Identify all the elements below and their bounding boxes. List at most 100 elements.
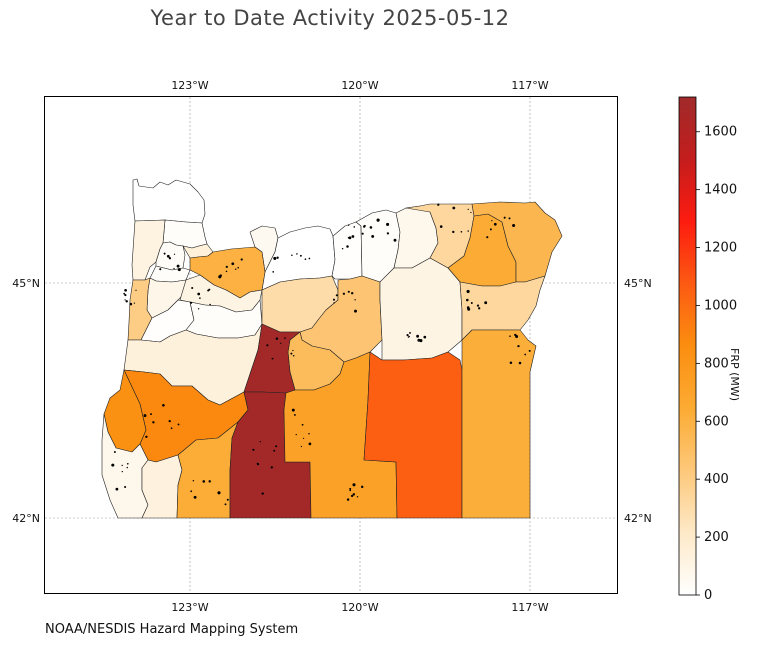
fire-detection-dot	[409, 331, 411, 334]
footer-credit: NOAA/NESDIS Hazard Mapping System	[45, 622, 299, 637]
fire-detection-dot	[518, 361, 522, 365]
fire-detection-dot	[271, 357, 274, 360]
fire-detection-dot	[280, 342, 282, 344]
fire-detection-dot	[417, 338, 421, 342]
fire-detection-dot	[259, 441, 261, 443]
bottom-lon-tick-117w: 117°W	[511, 601, 548, 614]
fire-detection-dot	[202, 480, 206, 483]
fire-detection-dot	[168, 419, 171, 423]
fire-detection-dot	[351, 292, 354, 295]
fire-detection-dot	[354, 299, 356, 301]
fire-detection-dot	[356, 496, 359, 498]
fire-detection-dot	[133, 302, 136, 304]
fire-detection-dot	[514, 333, 517, 337]
fire-detection-dot	[166, 254, 170, 258]
fire-detection-dot	[408, 335, 410, 338]
fire-detection-dot	[347, 290, 350, 293]
left-lat-tick-42n: 42°N	[12, 512, 40, 525]
fire-detection-dot	[176, 264, 180, 268]
fire-detection-dot	[386, 232, 390, 235]
fire-detection-dot	[284, 337, 286, 339]
fire-detection-dot	[226, 498, 229, 501]
fire-detection-dot	[512, 223, 516, 228]
fire-detection-dot	[208, 480, 211, 483]
fire-detection-dot	[162, 403, 165, 407]
fire-detection-dot	[416, 334, 420, 338]
top-lon-tick-117w: 117°W	[511, 79, 548, 92]
fire-detection-dot	[452, 230, 455, 234]
fire-detection-dot	[124, 288, 127, 292]
fire-detection-dot	[270, 466, 273, 469]
fire-detection-dot	[460, 230, 463, 233]
fire-detection-dot	[168, 257, 172, 260]
fire-detection-dot	[486, 236, 489, 239]
colorbar-label: FRP (MW)	[728, 348, 741, 402]
fire-detection-dot	[217, 491, 221, 495]
fire-detection-dot	[170, 427, 173, 430]
fire-detection-dot	[296, 253, 298, 255]
fire-detection-dot	[276, 256, 279, 259]
right-lat-tick-45n: 45°N	[624, 277, 652, 290]
top-lon-tick-123w: 123°W	[171, 79, 208, 92]
fire-detection-dot	[386, 222, 390, 226]
bottom-lon-tick-123w: 123°W	[171, 601, 208, 614]
fire-detection-dot	[304, 258, 307, 261]
county-clatsop	[132, 178, 206, 224]
fire-detection-dot	[125, 300, 128, 303]
fire-detection-dot	[273, 256, 277, 260]
fire-detection-dot	[299, 254, 302, 257]
colorbar-tick-label: 600	[704, 414, 729, 429]
fire-detection-dot	[347, 236, 350, 239]
fire-detection-dot	[225, 270, 228, 273]
bottom-lon-tick-120w: 120°W	[341, 601, 378, 614]
fire-detection-dot	[266, 344, 269, 347]
fire-detection-dot	[173, 253, 176, 255]
fire-detection-dot	[342, 292, 346, 295]
colorbar-tick-label: 1600	[704, 125, 737, 140]
fire-detection-dot	[470, 302, 473, 304]
fire-detection-dot	[177, 268, 181, 272]
left-lat-tick-45n: 45°N	[12, 277, 40, 290]
colorbar-tick-label: 1400	[704, 183, 737, 198]
fire-detection-dot	[163, 252, 166, 255]
colorbar-tick-label: 800	[704, 356, 729, 371]
fire-detection-dot	[173, 267, 175, 270]
fire-detection-dot	[351, 235, 355, 238]
fire-detection-dot	[361, 232, 364, 235]
fire-detection-dot	[218, 275, 222, 279]
fire-detection-dot	[159, 268, 162, 271]
county-josephine	[141, 454, 183, 519]
fire-detection-dot	[302, 437, 305, 439]
fire-detection-dot	[237, 266, 239, 269]
fire-detection-dot	[353, 226, 356, 228]
fire-detection-dot	[393, 238, 397, 242]
fire-detection-dot	[439, 225, 443, 228]
fire-detection-dot	[346, 245, 349, 248]
fire-detection-dot	[115, 487, 119, 491]
fire-detection-dot	[524, 353, 527, 356]
fire-detection-dot	[360, 485, 364, 489]
fire-detection-dot	[124, 294, 127, 297]
fire-detection-dot	[290, 352, 293, 355]
colorbar-tick-label: 1200	[704, 241, 737, 256]
fire-detection-dot	[152, 421, 155, 424]
fire-detection-dot	[363, 225, 366, 228]
fire-detection-dot	[150, 413, 152, 416]
fire-detection-dot	[347, 224, 350, 226]
fire-detection-dot	[467, 208, 469, 211]
fire-detection-dot	[295, 433, 297, 436]
fire-detection-dot	[111, 463, 115, 467]
county-grant	[379, 257, 463, 361]
fire-detection-dot	[252, 448, 255, 451]
fire-detection-dot	[272, 271, 275, 273]
colorbar-tick-label: 0	[704, 588, 712, 603]
fire-detection-dot	[231, 262, 235, 266]
fire-detection-dot	[191, 286, 194, 290]
fire-detection-dot	[291, 408, 295, 412]
fire-detection-dot	[476, 304, 480, 307]
fire-detection-dot	[332, 298, 336, 301]
fire-detection-dot	[354, 309, 357, 313]
fire-detection-dot	[308, 442, 312, 446]
fire-detection-dot	[467, 230, 469, 232]
fire-detection-dot	[376, 218, 380, 222]
